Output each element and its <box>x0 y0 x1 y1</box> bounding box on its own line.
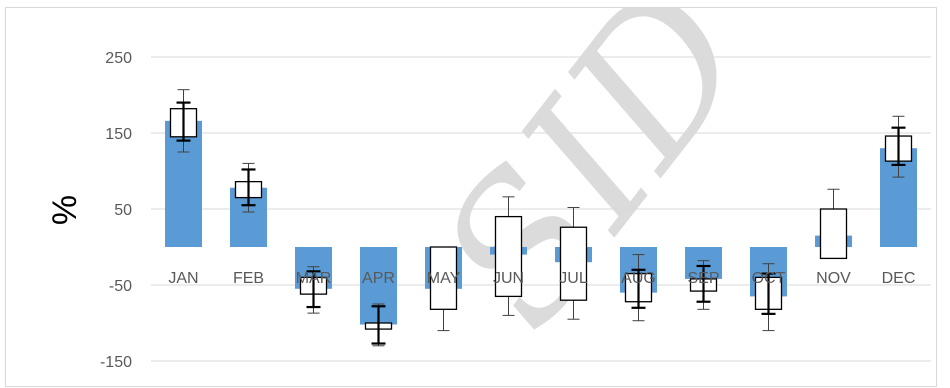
box <box>559 226 588 301</box>
y-axis-label: % <box>46 195 84 225</box>
category-label: JUL <box>559 270 588 287</box>
category-label: APR <box>362 270 395 287</box>
box-plot <box>819 188 848 260</box>
box-plot <box>754 263 783 332</box>
watermark-text: SID <box>397 8 791 366</box>
category-labels: JAN FEB MAR APR MAY JUN JUL AUG SEP OCT NOV DEC <box>168 270 915 287</box>
chart-svg: SID -150 -50 50 150 250 JAN FEB MAR APR MAY JUN JU… <box>46 8 931 371</box>
chart-frame: SID -150 -50 50 150 250 JAN FEB MAR APR MAY JUN JU… <box>5 7 937 387</box>
category-label: NOV <box>816 270 851 287</box>
box-plot <box>234 162 263 213</box>
y-tick-label: 150 <box>105 126 132 143</box>
y-tick-label: -50 <box>109 278 132 295</box>
category-label: OCT <box>752 270 786 287</box>
box-plot <box>559 206 588 320</box>
y-tick-label: 250 <box>105 50 132 67</box>
y-tick-label: -150 <box>100 354 132 371</box>
box <box>494 215 523 298</box>
box-plot <box>429 246 458 332</box>
category-label: DEC <box>882 270 916 287</box>
watermark: SID <box>397 8 791 366</box>
box <box>819 208 848 260</box>
box-plot <box>689 260 718 310</box>
box-plot <box>364 303 393 347</box>
category-label: JUN <box>493 270 524 287</box>
category-label: SEP <box>687 270 719 287</box>
box <box>429 246 458 310</box>
category-label: FEB <box>233 270 264 287</box>
box-plot <box>169 89 198 153</box>
boxes <box>169 89 913 347</box>
box-plot <box>494 196 523 316</box>
y-tick-labels: -150 -50 50 150 250 <box>100 50 132 371</box>
box-plot <box>624 254 653 322</box>
category-label: JAN <box>168 270 198 287</box>
gridlines <box>151 56 931 362</box>
category-label: AUG <box>621 270 656 287</box>
y-tick-label: 50 <box>114 202 132 219</box>
box-plot <box>884 115 913 178</box>
category-label: MAR <box>296 270 332 287</box>
box-plot <box>299 266 328 314</box>
category-label: MAY <box>427 270 461 287</box>
